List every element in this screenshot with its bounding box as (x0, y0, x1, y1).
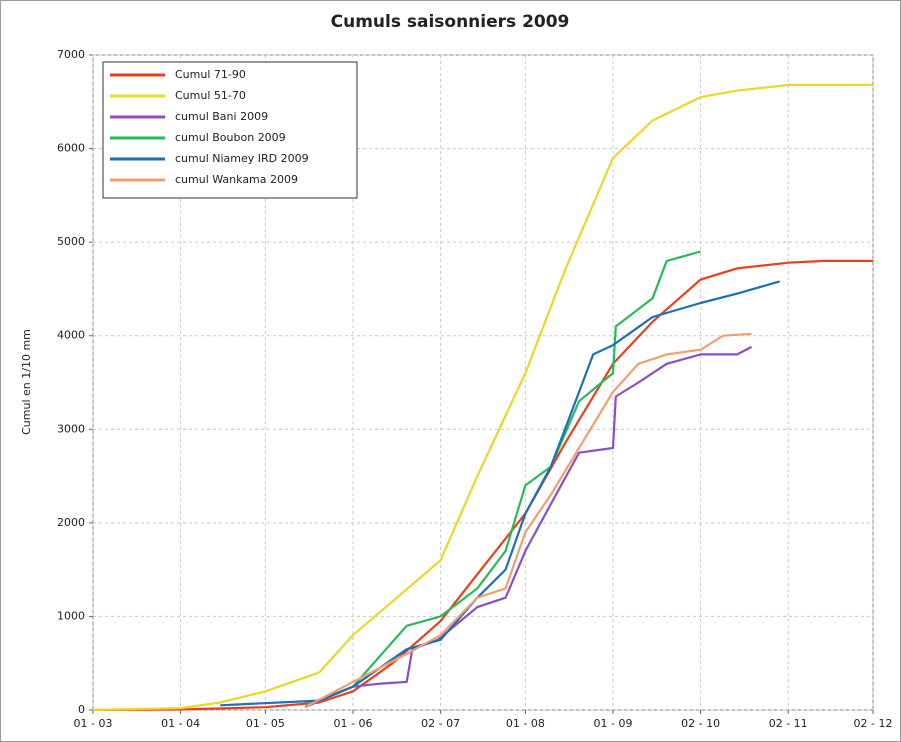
x-tick-label: 02 - 11 (769, 717, 808, 730)
y-axis-label: Cumul en 1/10 mm (20, 329, 33, 435)
legend-label: cumul Wankama 2009 (175, 173, 298, 186)
legend-label: Cumul 51-70 (175, 89, 246, 102)
series-line (304, 345, 753, 709)
legend-label: Cumul 71-90 (175, 68, 246, 81)
legend-label: cumul Boubon 2009 (175, 131, 286, 144)
y-tick-label: 2000 (57, 516, 85, 529)
x-tick-label: 01 - 06 (334, 717, 373, 730)
x-tick-label: 02 - 07 (421, 717, 460, 730)
y-tick-label: 1000 (57, 609, 85, 622)
legend-label: cumul Niamey IRD 2009 (175, 152, 309, 165)
series-line (304, 332, 752, 709)
legend-label: cumul Bani 2009 (175, 110, 268, 123)
series-line (92, 83, 873, 712)
y-tick-label: 4000 (57, 329, 85, 342)
x-tick-label: 02 - 12 (854, 717, 893, 730)
y-tick-label: 0 (78, 703, 85, 716)
y-tick-label: 3000 (57, 422, 85, 435)
legend-box (102, 61, 358, 199)
y-tick-label: 6000 (57, 142, 85, 155)
y-tick-label: 5000 (57, 235, 85, 248)
x-tick-label: 01 - 04 (161, 717, 200, 730)
chart-title: Cumuls saisonniers 2009 (331, 12, 570, 32)
x-tick-label: 01 - 05 (246, 717, 285, 730)
series-line (304, 250, 701, 707)
y-tick-label: 7000 (57, 48, 85, 61)
x-tick-label: 01 - 08 (506, 717, 545, 730)
x-tick-label: 02 - 10 (681, 717, 720, 730)
x-tick-label: 01 - 03 (74, 717, 113, 730)
x-tick-label: 01 - 09 (594, 717, 633, 730)
